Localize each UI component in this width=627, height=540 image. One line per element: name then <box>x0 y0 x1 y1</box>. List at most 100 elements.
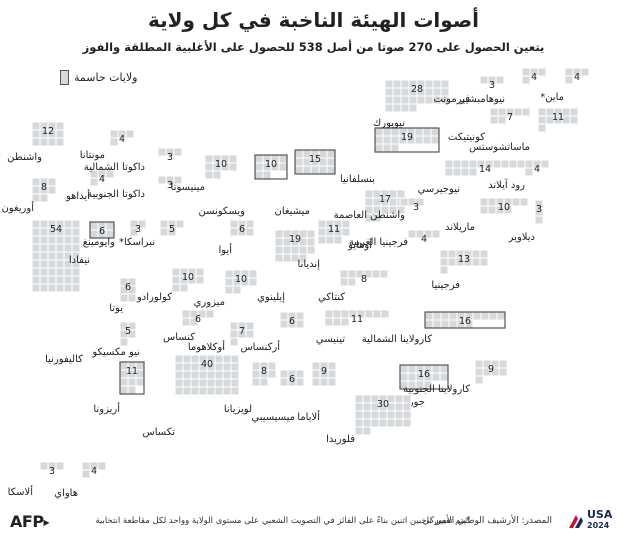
state-votes: 10 <box>182 272 194 283</box>
state-block: 4 رود آيلاند <box>488 159 550 191</box>
vote-square <box>534 215 544 225</box>
vote-square <box>31 129 41 139</box>
swing-state-outline <box>294 149 336 175</box>
vote-square <box>171 267 181 277</box>
state-votes: 11 <box>552 112 564 123</box>
state-votes: 4 <box>91 466 97 477</box>
vote-square <box>311 361 321 371</box>
vote-square <box>71 275 81 285</box>
vote-square <box>31 243 41 253</box>
vote-square <box>55 267 65 277</box>
vote-square <box>326 165 336 175</box>
vote-square <box>392 87 402 97</box>
state-name: فرجينيا <box>431 280 460 291</box>
vote-square <box>47 275 57 285</box>
vote-square <box>267 361 277 371</box>
vote-square <box>511 197 521 207</box>
vote-square <box>362 426 372 436</box>
vote-square <box>182 362 192 372</box>
state-block: 40 تكساس <box>143 354 240 438</box>
vote-square <box>31 275 41 285</box>
vote-square <box>318 165 328 175</box>
state-name: هاواي <box>54 488 78 499</box>
vote-square <box>157 147 167 157</box>
state-name: ماين* <box>540 92 564 103</box>
state-block: 6 أيوا <box>218 219 255 256</box>
vote-square <box>206 386 216 396</box>
vote-square <box>229 227 239 237</box>
vote-square <box>248 277 258 287</box>
vote-square <box>537 107 547 117</box>
vote-square <box>174 378 184 388</box>
vote-square <box>310 165 320 175</box>
vote-square <box>31 185 41 195</box>
state-name: ألاباما <box>297 410 320 423</box>
vote-square <box>370 410 380 420</box>
state-block: 11 إنديانا <box>298 219 351 270</box>
state-name: داكوتا الجنوبية <box>87 189 145 200</box>
vote-square <box>278 154 288 164</box>
vote-square <box>371 269 381 279</box>
state-votes: 10 <box>498 202 510 213</box>
vote-square <box>370 418 380 428</box>
vote-square <box>378 410 388 420</box>
vote-square <box>279 369 289 379</box>
vote-square <box>327 369 337 379</box>
state-name: فلوريدا <box>326 434 355 445</box>
vote-square <box>47 259 57 269</box>
vote-square <box>63 275 73 285</box>
vote-square <box>386 410 396 420</box>
state-votes: 12 <box>42 126 54 137</box>
state-votes: 3 <box>167 180 173 191</box>
vote-square <box>230 354 240 364</box>
vote-square <box>294 157 304 167</box>
vote-square <box>181 309 191 319</box>
vote-square <box>254 162 264 172</box>
vote-square <box>362 418 372 428</box>
state-votes: 4 <box>574 72 580 83</box>
vote-square <box>245 219 255 229</box>
state-name: ويسكونسن <box>198 206 245 217</box>
state-block: 5 نيو مكسيكو <box>91 321 140 358</box>
state-block: 10 ميزوري <box>194 269 258 308</box>
vote-square <box>480 311 490 321</box>
vote-square <box>496 311 506 321</box>
vote-square <box>374 143 384 153</box>
state-votes: 15 <box>309 154 321 165</box>
state-name: تكساس <box>143 427 176 438</box>
vote-square <box>137 219 147 229</box>
vote-square <box>109 129 119 139</box>
vote-square <box>394 410 404 420</box>
vote-square <box>109 137 119 147</box>
vote-square <box>474 375 484 385</box>
vote-square <box>306 229 316 239</box>
state-votes: 4 <box>421 234 427 245</box>
vote-square <box>31 267 41 277</box>
state-name: إنديانا <box>298 259 321 270</box>
vote-square <box>39 267 49 277</box>
vote-square <box>431 364 441 374</box>
vote-square <box>174 362 184 372</box>
vote-square <box>432 319 442 329</box>
vote-square <box>198 370 208 380</box>
vote-square <box>71 219 81 229</box>
vote-square <box>472 311 482 321</box>
vote-square <box>105 169 115 179</box>
state-block: 17 أوهايو <box>347 189 406 251</box>
state-votes: 30 <box>377 399 389 410</box>
vote-square <box>81 469 91 479</box>
state-block: 6 ميسيسيبي <box>251 369 305 423</box>
vote-square <box>471 249 481 259</box>
vote-square <box>364 197 374 207</box>
vote-square <box>279 377 289 387</box>
state-name: نيو مكسيكو <box>91 347 140 358</box>
vote-square <box>580 67 590 77</box>
state-votes: 14 <box>479 164 491 175</box>
vote-square <box>294 149 304 159</box>
vote-square <box>47 235 57 245</box>
vote-square <box>119 337 129 347</box>
vote-square <box>400 79 410 89</box>
state-block: 19 بنسلفانيا <box>340 127 440 185</box>
vote-square <box>569 115 579 125</box>
vote-square <box>222 362 232 372</box>
